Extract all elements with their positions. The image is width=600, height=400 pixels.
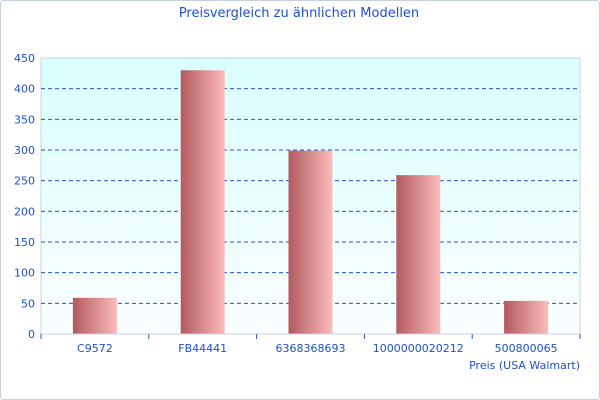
y-tick-label: 250 xyxy=(14,175,35,188)
bar xyxy=(72,297,117,334)
y-tick-label: 400 xyxy=(14,83,35,96)
x-tick-label: 1000000020212 xyxy=(373,342,464,355)
y-tick-label: 300 xyxy=(14,144,35,157)
bar xyxy=(288,150,333,334)
y-tick-label: 450 xyxy=(14,52,35,65)
x-tick-label: C9572 xyxy=(77,342,113,355)
y-tick-label: 0 xyxy=(28,328,35,341)
y-tick-label: 200 xyxy=(14,205,35,218)
x-tick-label: FB44441 xyxy=(178,342,227,355)
y-tick-label: 150 xyxy=(14,236,35,249)
y-tick-label: 50 xyxy=(21,297,35,310)
bar xyxy=(396,175,441,334)
y-tick-label: 350 xyxy=(14,113,35,126)
x-tick-label: 500800065 xyxy=(495,342,558,355)
x-tick-label: 6368368693 xyxy=(276,342,346,355)
bar xyxy=(180,70,225,335)
y-tick-label: 100 xyxy=(14,267,35,280)
x-axis-label: Preis (USA Walmart) xyxy=(469,359,580,372)
chart-title: Preisvergleich zu ähnlichen Modellen xyxy=(179,6,419,21)
bar xyxy=(504,300,549,334)
